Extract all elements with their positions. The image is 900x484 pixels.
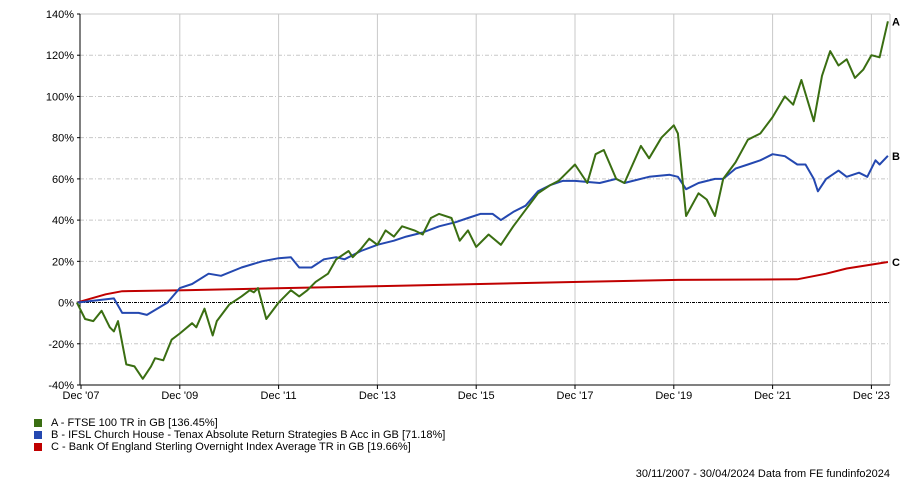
- x-tick-label: Dec '09: [161, 390, 198, 402]
- end-label-c: C: [892, 257, 900, 269]
- legend-item-b: B - IFSL Church House - Tenax Absolute R…: [34, 429, 445, 441]
- y-tick-label: 20%: [52, 256, 74, 268]
- legend-item-c: C - Bank Of England Sterling Overnight I…: [34, 441, 445, 453]
- legend-label-b: B - IFSL Church House - Tenax Absolute R…: [51, 429, 446, 441]
- legend-swatch-a: [34, 419, 42, 427]
- series-line-b: [76, 153, 889, 316]
- x-tick-label: Dec '23: [853, 390, 890, 402]
- y-tick-label: 60%: [52, 174, 74, 186]
- x-tick-label: Dec '15: [458, 390, 495, 402]
- legend-item-a: A - FTSE 100 TR in GB [136.45%]: [34, 417, 445, 429]
- legend: A - FTSE 100 TR in GB [136.45%] B - IFSL…: [34, 417, 445, 453]
- legend-swatch-c: [34, 443, 42, 451]
- series-line-c: [76, 261, 889, 304]
- end-label-b: B: [892, 151, 900, 163]
- x-tick-label: Dec '11: [261, 390, 297, 402]
- legend-label-a: A - FTSE 100 TR in GB [136.45%]: [51, 417, 218, 429]
- y-tick-label: 140%: [46, 9, 74, 21]
- y-tick-label: 40%: [52, 215, 74, 227]
- x-tick-label: Dec '13: [359, 390, 396, 402]
- x-tick-label: Dec '17: [557, 390, 594, 402]
- end-label-a: A: [892, 16, 900, 28]
- footer-source: 30/11/2007 - 30/04/2024 Data from FE fun…: [635, 468, 890, 480]
- x-tick-label: Dec '19: [655, 390, 692, 402]
- y-tick-label: 80%: [52, 133, 74, 145]
- x-tick-label: Dec '07: [63, 390, 100, 402]
- legend-label-c: C - Bank Of England Sterling Overnight I…: [51, 441, 411, 453]
- y-tick-label: 0%: [58, 298, 74, 310]
- legend-swatch-b: [34, 431, 42, 439]
- y-tick-label: -40%: [48, 380, 74, 392]
- y-tick-label: 100%: [46, 91, 74, 103]
- line-chart: -40% -20% 0% 20% 40% 60% 80% 100% 120% 140% Dec '0…: [46, 9, 900, 402]
- x-tick-label: Dec '21: [754, 390, 791, 402]
- y-tick-label: 120%: [46, 50, 74, 62]
- y-tick-label: -20%: [48, 339, 74, 351]
- series-line-a: [76, 21, 889, 380]
